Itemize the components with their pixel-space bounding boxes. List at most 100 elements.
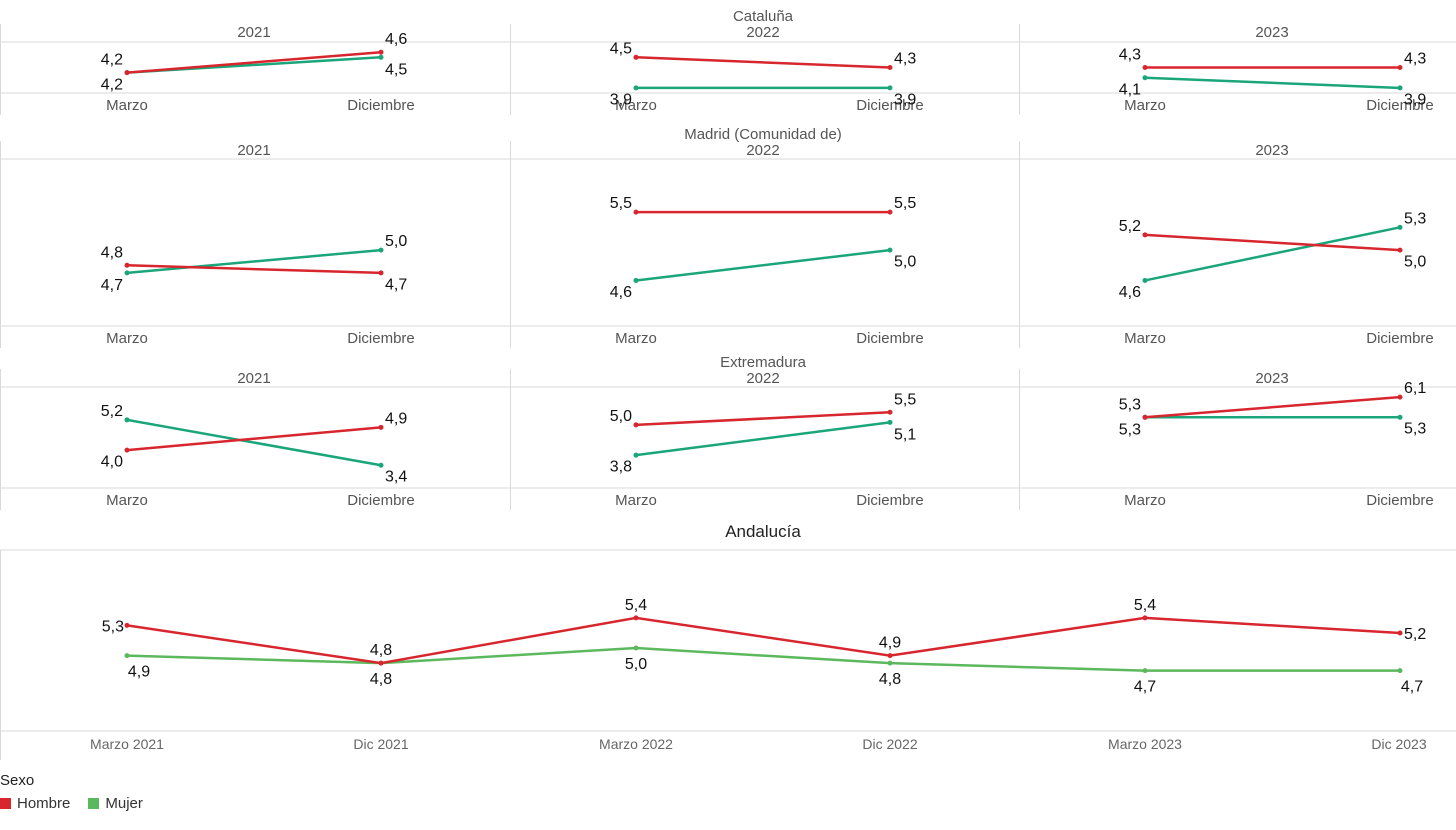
data-point-hombre <box>124 70 130 76</box>
data-label-hombre: 5,2 <box>1119 218 1141 235</box>
data-label-mujer: 5,1 <box>894 426 916 443</box>
data-label-hombre: 5,4 <box>1134 597 1156 614</box>
data-point-mujer <box>1397 414 1403 420</box>
data-label-mujer: 5,0 <box>894 253 916 270</box>
data-label-mujer: 3,4 <box>385 469 407 486</box>
data-point-mujer <box>1397 224 1403 230</box>
category-label: Marzo <box>106 330 148 347</box>
data-point-hombre <box>1397 65 1403 70</box>
data-label-hombre: 6,1 <box>1404 380 1426 397</box>
data-point-mujer <box>633 645 639 651</box>
series-line-mujer <box>126 248 382 275</box>
series-line-mujer <box>635 248 891 282</box>
data-label-mujer: 4,6 <box>1119 284 1141 301</box>
x-tick-label: Marzo 2021 <box>90 736 164 752</box>
legend: Sexo Hombre Mujer <box>0 772 143 812</box>
legend-item-hombre[interactable]: Hombre <box>0 795 70 812</box>
category-label: Diciembre <box>856 97 924 114</box>
data-label-mujer: 4,7 <box>1134 679 1156 696</box>
panel-year-2021: 2021 <box>237 370 270 387</box>
panel-year-2022: 2022 <box>746 142 779 159</box>
data-point-hombre <box>1142 232 1148 238</box>
data-point-hombre <box>1397 630 1403 636</box>
data-label-hombre: 5,2 <box>1404 626 1426 643</box>
data-point-mujer <box>887 660 893 666</box>
data-label-mujer: 5,0 <box>625 656 647 673</box>
data-label-mujer: 4,8 <box>370 671 392 688</box>
data-point-hombre <box>124 262 130 268</box>
category-label: Marzo <box>1124 492 1166 509</box>
data-point-mujer <box>1142 668 1148 674</box>
data-label-mujer: 5,3 <box>1404 421 1426 438</box>
data-label-hombre: 5,0 <box>1404 253 1426 270</box>
category-label: Diciembre <box>347 492 415 509</box>
data-label-mujer: 3,8 <box>610 459 632 476</box>
data-label-hombre: 4,2 <box>101 52 123 69</box>
category-label: Marzo <box>615 97 657 114</box>
panel-year-2023: 2023 <box>1255 142 1288 159</box>
data-point-mujer <box>124 417 130 423</box>
data-point-hombre <box>1142 414 1148 420</box>
data-point-hombre <box>378 424 384 430</box>
data-label-hombre: 5,5 <box>894 391 916 408</box>
data-point-hombre <box>887 209 893 215</box>
series-line-hombre <box>635 411 891 427</box>
data-point-hombre <box>1142 65 1148 70</box>
x-tick-label: Marzo 2023 <box>1108 736 1182 752</box>
data-label-mujer: 4,8 <box>879 671 901 688</box>
data-label-mujer: 5,2 <box>101 403 123 420</box>
category-label: Diciembre <box>1366 97 1434 114</box>
data-point-mujer <box>633 452 639 458</box>
data-label-mujer: 4,1 <box>1119 82 1141 99</box>
data-point-hombre <box>633 615 639 621</box>
legend-title: Sexo <box>0 772 35 789</box>
category-label: Diciembre <box>347 330 415 347</box>
data-label-hombre: 4,6 <box>385 31 407 48</box>
data-label-hombre: 4,8 <box>370 642 392 659</box>
data-label-hombre: 4,3 <box>1119 47 1141 64</box>
series-line-hombre <box>126 50 382 74</box>
x-tick-label: Marzo 2022 <box>599 736 673 752</box>
data-point-mujer <box>887 85 893 91</box>
legend-item-mujer[interactable]: Mujer <box>88 795 143 812</box>
panel-year-2021: 2021 <box>237 24 270 41</box>
data-point-mujer <box>1142 75 1148 81</box>
legend-swatch-hombre <box>0 798 11 809</box>
data-label-hombre: 4,0 <box>101 454 123 471</box>
data-label-mujer: 4,7 <box>101 277 123 294</box>
data-point-hombre <box>124 447 130 453</box>
data-point-mujer <box>1397 668 1403 674</box>
data-label-mujer: 3,9 <box>894 91 916 108</box>
legend-swatch-mujer <box>88 798 100 809</box>
region-title-cataluna: Cataluña <box>733 8 794 25</box>
data-point-hombre <box>378 270 384 276</box>
data-label-hombre: 5,3 <box>102 618 124 635</box>
data-point-hombre <box>887 653 893 659</box>
data-point-hombre <box>1397 247 1403 253</box>
category-label: Marzo <box>1124 97 1166 114</box>
region-title-andalucia: Andalucía <box>725 522 801 541</box>
data-label-mujer: 5,3 <box>1404 210 1426 227</box>
legend-label-mujer: Mujer <box>105 795 143 812</box>
x-tick-label: Dic 2021 <box>353 736 408 752</box>
data-label-hombre: 4,7 <box>385 276 407 293</box>
panel-year-2022: 2022 <box>746 24 779 41</box>
series-line-hombre <box>126 264 382 275</box>
data-label-hombre: 5,0 <box>610 408 632 425</box>
legend-label-hombre: Hombre <box>17 795 71 812</box>
series-line-hombre <box>1144 233 1401 252</box>
data-point-hombre <box>378 49 384 55</box>
data-label-hombre: 4,9 <box>879 635 901 652</box>
data-label-hombre: 4,9 <box>385 410 407 427</box>
data-point-mujer <box>633 85 639 91</box>
data-label-hombre: 4,3 <box>894 51 916 68</box>
data-point-mujer <box>1142 277 1148 283</box>
data-label-mujer: 3,9 <box>1404 91 1426 108</box>
series-line-hombre <box>1144 395 1401 419</box>
data-point-hombre <box>633 422 639 428</box>
data-point-hombre <box>378 660 384 666</box>
data-label-mujer: 3,9 <box>610 91 632 108</box>
category-label: Diciembre <box>1366 492 1434 509</box>
data-label-hombre: 5,5 <box>894 195 916 212</box>
